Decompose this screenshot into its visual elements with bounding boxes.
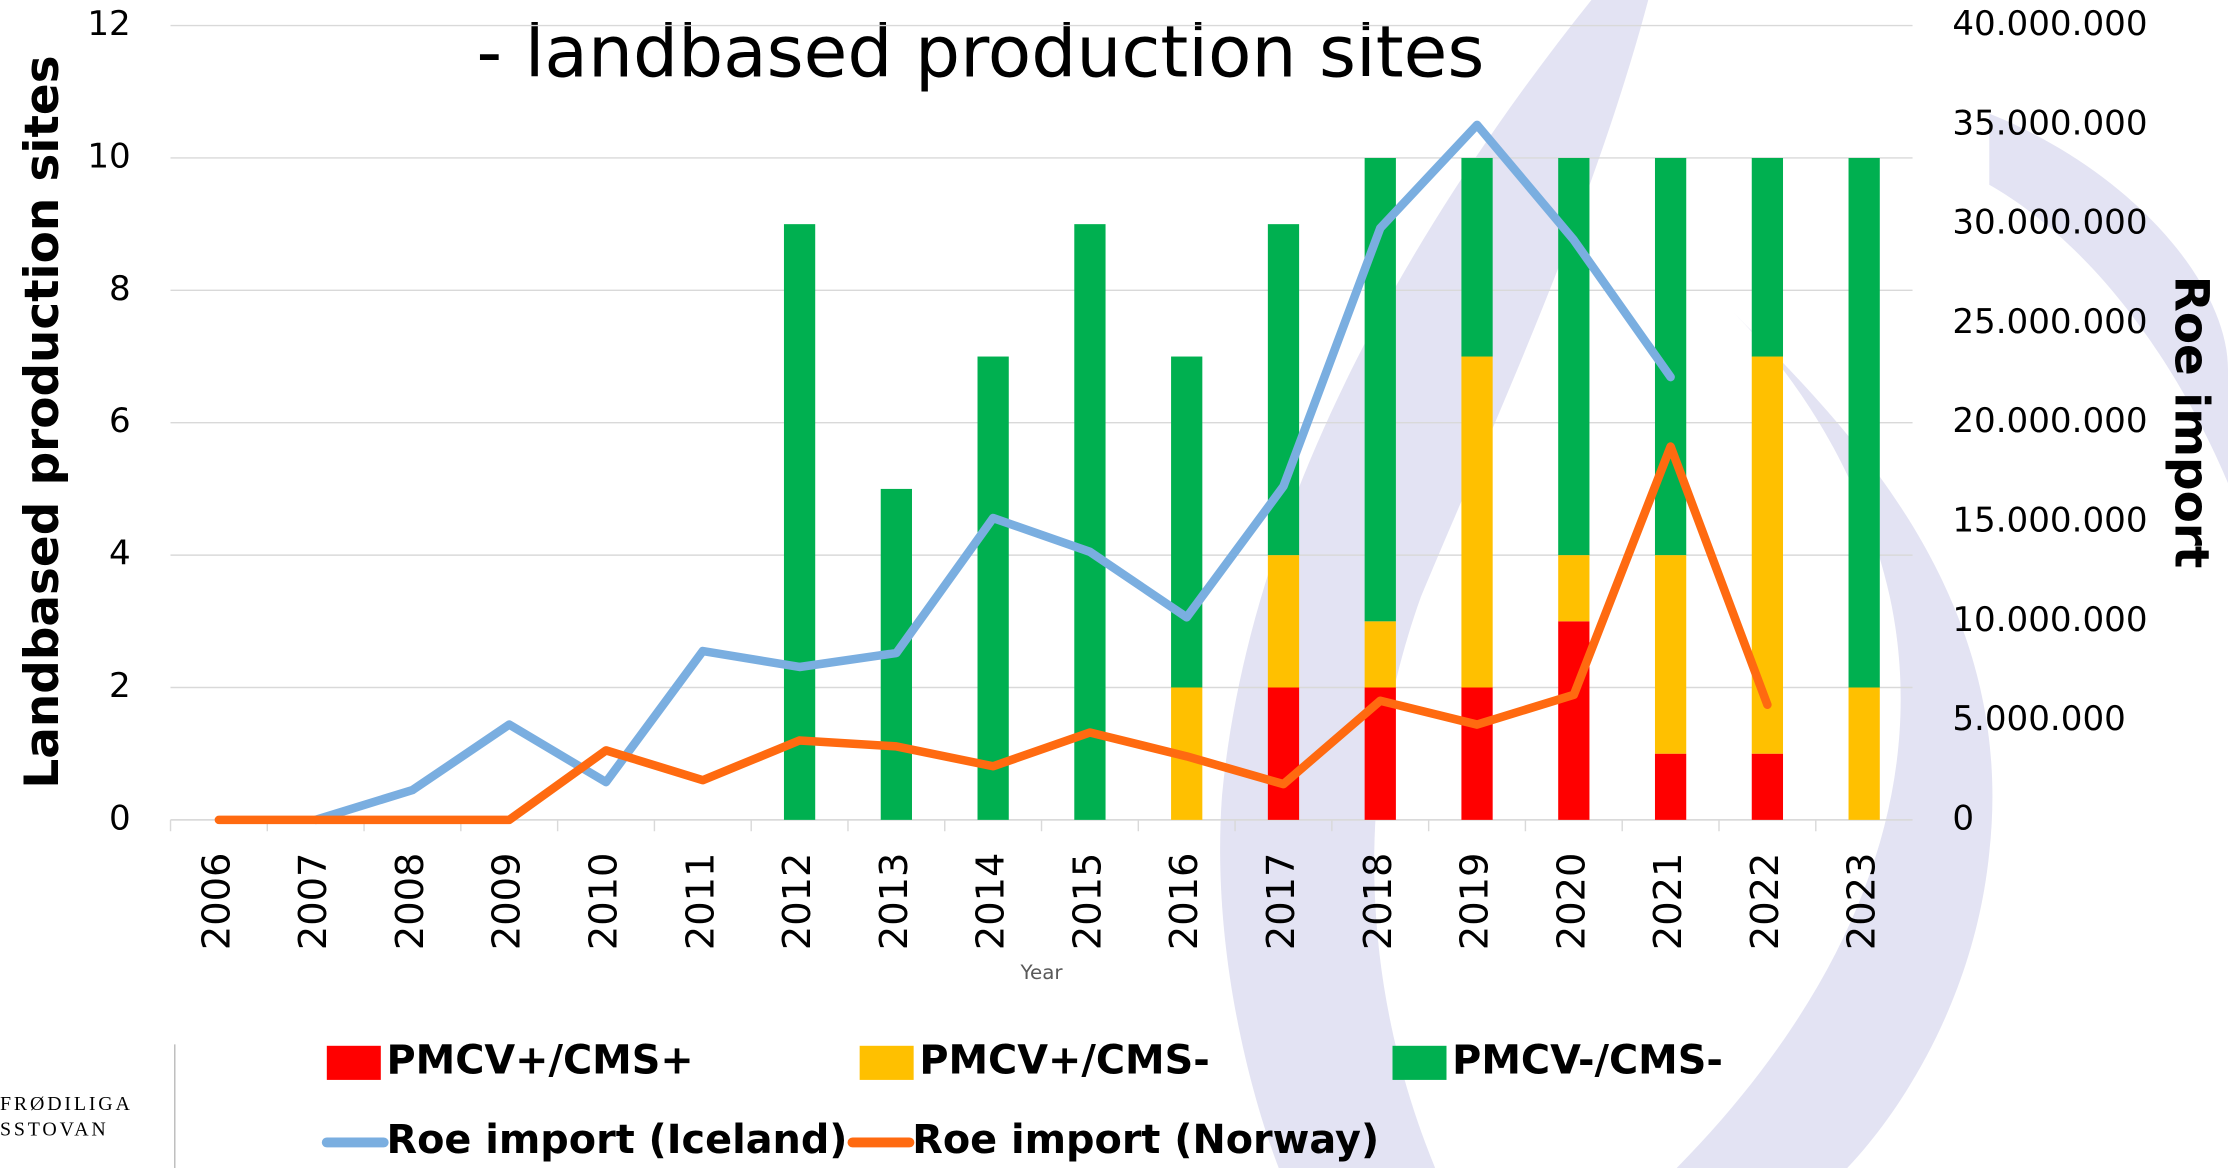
x-tick-label: 2006 [194, 853, 239, 951]
y2-tick-label: 0 [1952, 798, 1974, 838]
bar [1558, 555, 1590, 622]
bar [1751, 753, 1784, 820]
bar [1364, 621, 1396, 688]
bar [1848, 157, 1880, 688]
bar [1461, 356, 1493, 688]
x-axis-label: Year [1019, 961, 1063, 984]
y2-tick-label: 30.000.000 [1952, 203, 2147, 243]
logo-text: SSTOVAN [0, 1119, 109, 1141]
y-tick-label: 4 [109, 534, 131, 574]
bar [1461, 687, 1493, 820]
x-tick-label: 2020 [1549, 853, 1594, 951]
bar [783, 224, 816, 820]
x-tick-label: 2008 [388, 853, 433, 951]
bar [1267, 555, 1300, 688]
y2-tick-label: 35.000.000 [1952, 103, 2147, 143]
x-tick-label: 2018 [1356, 853, 1401, 951]
y2-tick-label: 5.000.000 [1952, 699, 2126, 739]
chart-title: - landbased production sites [476, 10, 1484, 93]
line [214, 442, 1772, 825]
x-tick-label: 2022 [1743, 853, 1788, 951]
x-tick-label: 2017 [1259, 853, 1304, 951]
legend-swatch [1392, 1045, 1447, 1080]
x-tick-label: 2021 [1646, 853, 1691, 951]
bar [1654, 753, 1687, 820]
bar [1558, 157, 1590, 556]
y2-tick-label: 15.000.000 [1952, 501, 2147, 541]
y2-axis-label: Roe import [2164, 276, 2219, 569]
bar [1848, 687, 1880, 820]
background-swirl [1676, 312, 1993, 1168]
background-swirl [1989, 113, 2228, 484]
x-tick-label: 2014 [969, 853, 1014, 951]
y-tick-label: 0 [109, 798, 131, 838]
x-tick-label: 2009 [485, 853, 530, 951]
background-swirl [1220, 0, 1649, 1168]
x-tick-label: 2015 [1065, 853, 1110, 951]
y2-tick-label: 10.000.000 [1952, 600, 2147, 640]
x-tick-label: 2023 [1840, 853, 1885, 951]
legend-swatch [326, 1045, 381, 1080]
x-tick-label: 2012 [775, 853, 820, 951]
y-tick-label: 2 [109, 666, 131, 706]
bar [1171, 356, 1203, 688]
y2-tick-label: 20.000.000 [1952, 401, 2147, 441]
x-tick-label: 2019 [1453, 853, 1498, 951]
y-tick-label: 12 [87, 4, 130, 44]
bar [1267, 687, 1300, 820]
legend-label: PMCV-/CMS- [1452, 1037, 1723, 1083]
x-tick-label: 2016 [1162, 853, 1207, 951]
logo-text: FRØDILIGA [0, 1093, 133, 1115]
y-axis-label: Landbased production sites [15, 55, 70, 788]
line [311, 120, 1675, 825]
legend-label: PMCV+/CMS- [919, 1037, 1209, 1083]
y2-tick-label: 25.000.000 [1952, 302, 2147, 342]
legend-label: PMCV+/CMS+ [386, 1037, 693, 1083]
x-tick-label: 2010 [582, 853, 627, 951]
y-tick-label: 8 [109, 269, 131, 309]
y-tick-label: 6 [109, 401, 131, 441]
bar [1654, 555, 1687, 754]
x-tick-label: 2007 [291, 853, 336, 951]
legend-swatch [859, 1045, 914, 1080]
bar [1461, 157, 1493, 357]
bar [1558, 621, 1590, 820]
legend-label: Roe import (Iceland) [386, 1117, 847, 1163]
legend-label: Roe import (Norway) [912, 1117, 1379, 1163]
y2-tick-label: 40.000.000 [1952, 4, 2147, 44]
bar [1751, 157, 1784, 357]
x-tick-label: 2013 [872, 853, 917, 951]
y-tick-label: 10 [87, 136, 130, 176]
bar [977, 356, 1009, 820]
x-tick-label: 2011 [678, 853, 723, 951]
bar [1074, 224, 1106, 820]
